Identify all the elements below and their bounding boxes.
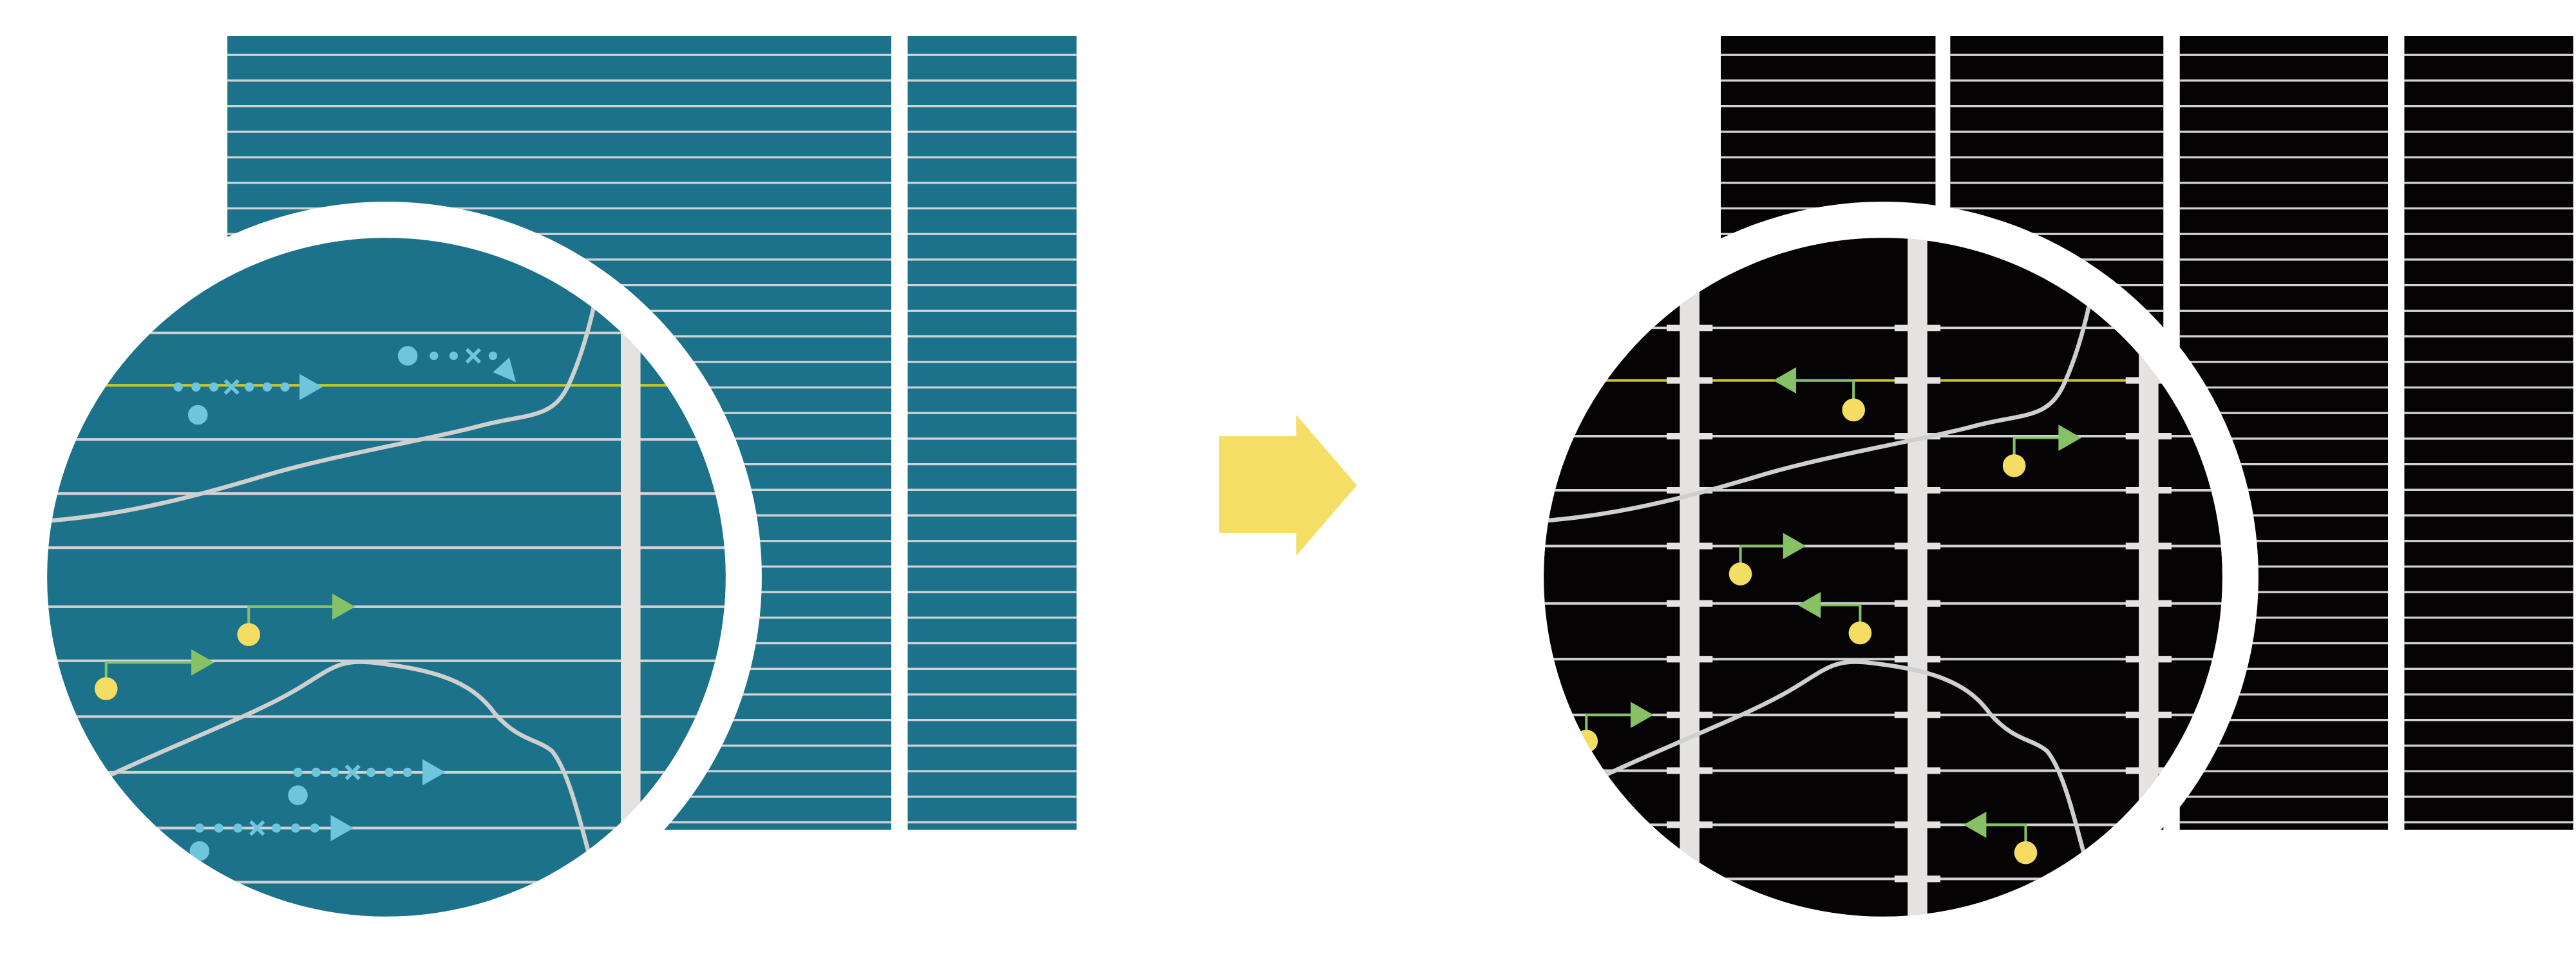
vertical-divider <box>1908 238 1927 917</box>
trajectory-curve <box>67 660 595 870</box>
divider-tick <box>1894 487 1941 494</box>
divider-tick <box>2125 433 2172 440</box>
divider-tick <box>2125 600 2172 607</box>
blue-small-dot <box>173 382 183 392</box>
blue-small-dot <box>280 382 290 392</box>
blue-small-dot <box>310 823 319 833</box>
blue-small-dot <box>293 767 303 778</box>
blue-small-dot <box>402 767 412 778</box>
blue-dot <box>189 841 210 861</box>
magnifier-background <box>47 238 726 917</box>
divider-tick <box>1894 433 1941 440</box>
blue-small-dot <box>430 351 439 360</box>
before-magnifier <box>11 202 762 953</box>
divider-tick <box>1894 656 1941 663</box>
green-arrowhead-icon <box>1631 702 1654 729</box>
blue-small-dot <box>330 767 339 778</box>
after-magnifier <box>1508 202 2259 953</box>
yellow-dot <box>1728 562 1752 586</box>
yellow-dot <box>2002 454 2026 477</box>
yellow-dot <box>94 677 118 700</box>
blue-small-dot <box>191 382 201 392</box>
vertical-divider <box>1680 238 1700 917</box>
green-arrowhead-icon <box>332 593 355 620</box>
blue-small-dot <box>209 382 219 392</box>
blue-cross-icon <box>249 820 265 836</box>
panel-column <box>2404 36 2573 830</box>
divider-tick <box>1894 875 1941 883</box>
blue-arrowhead-icon <box>299 374 323 401</box>
yellow-dot <box>1848 621 1872 645</box>
divider-tick <box>1667 600 1713 607</box>
divider-tick <box>1667 542 1713 549</box>
divider-tick <box>2125 875 2172 883</box>
divider-tick <box>1667 767 1713 774</box>
vertical-divider <box>621 238 641 917</box>
green-arrowhead-icon <box>1783 533 1806 559</box>
divider-tick <box>2125 542 2172 549</box>
blue-small-dot <box>384 767 394 778</box>
divider-tick <box>1894 377 1941 384</box>
transition-arrow-icon <box>1219 415 1357 556</box>
divider-tick <box>1894 325 1941 332</box>
divider-tick <box>2125 767 2172 774</box>
blue-arrowhead-icon <box>493 357 516 383</box>
trajectory-curve <box>47 294 599 526</box>
yellow-dot <box>237 623 260 646</box>
blue-small-dot <box>194 823 204 833</box>
blue-small-dot <box>311 767 321 778</box>
yellow-dot <box>2014 841 2038 864</box>
blue-small-dot <box>214 823 223 833</box>
blue-arrowhead-icon <box>422 759 446 786</box>
green-arrowhead-icon <box>1797 591 1821 618</box>
blue-small-dot <box>271 823 281 833</box>
panel-column <box>907 36 1077 830</box>
divider-tick <box>1667 656 1713 663</box>
blue-cross-icon <box>223 379 240 395</box>
divider-tick <box>2125 377 2172 384</box>
blue-arrowhead-icon <box>330 815 354 841</box>
divider-tick <box>1894 600 1941 607</box>
blue-small-dot <box>290 823 301 833</box>
blue-small-dot <box>262 382 272 392</box>
blue-small-dot <box>245 382 254 392</box>
magnifier-content <box>47 238 726 917</box>
blue-dot <box>397 346 418 366</box>
divider-tick <box>1667 433 1713 440</box>
divider-tick <box>1667 821 1713 828</box>
trajectory-curve <box>1544 294 2094 526</box>
divider-tick <box>2125 487 2172 494</box>
divider-tick <box>1894 711 1941 718</box>
blue-dot <box>288 785 308 805</box>
green-arrowhead-icon <box>2058 425 2081 451</box>
blue-small-dot <box>488 351 498 360</box>
magnifier-background <box>1544 238 2222 917</box>
divider-tick <box>1894 542 1941 549</box>
divider-tick <box>1894 767 1941 774</box>
green-arrowhead-icon <box>1773 367 1797 394</box>
blue-dot <box>188 405 208 425</box>
blue-small-dot <box>449 351 458 360</box>
divider-tick <box>2125 711 2172 718</box>
trajectory-curve <box>1562 660 2090 870</box>
divider-tick <box>1667 711 1713 718</box>
divider-tick <box>2125 656 2172 663</box>
divider-tick <box>1894 821 1941 828</box>
blue-small-dot <box>233 823 243 833</box>
divider-tick <box>1667 487 1713 494</box>
blue-small-dot <box>366 767 376 778</box>
yellow-dot <box>1842 398 1865 422</box>
divider-tick <box>1667 325 1713 332</box>
blue-cross-icon <box>345 764 361 781</box>
divider-tick <box>1667 377 1713 384</box>
green-arrowhead-icon <box>1963 812 1987 838</box>
green-arrowhead-icon <box>191 649 214 676</box>
blue-cross-icon <box>465 348 482 364</box>
